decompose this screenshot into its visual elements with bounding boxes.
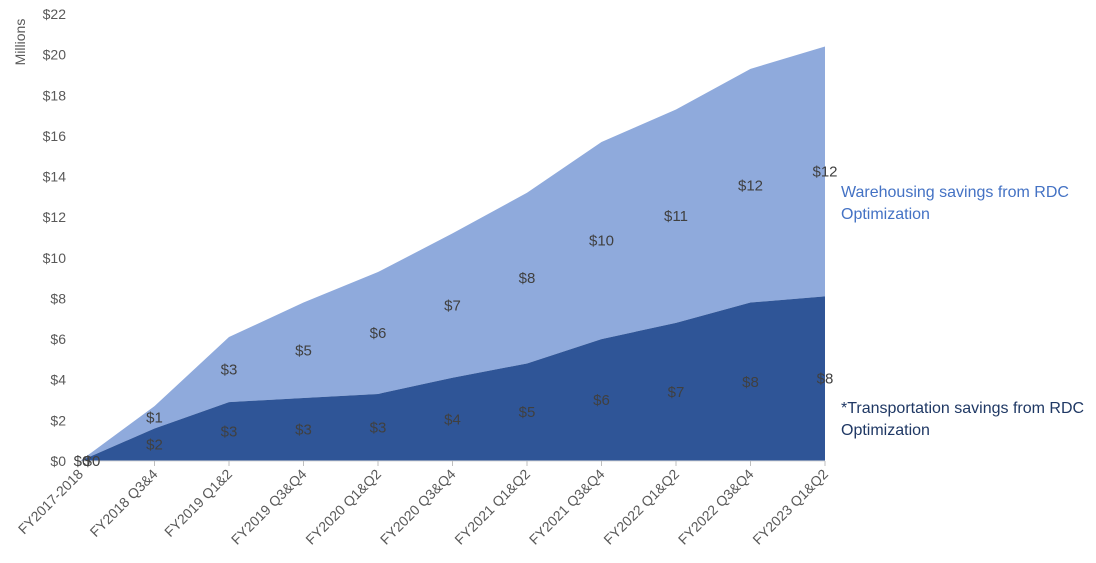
x-tick-label: FY2019 Q3&Q4 [228,466,310,548]
data-label-transportation: $8 [742,374,759,391]
data-label-transportation: $4 [444,411,461,428]
y-tick-label: $8 [50,290,66,306]
data-labels: $0 $2 $3 $3 $3 $4 $5 $6 $7 $8 $8 $0 $1 $3 $5 $6 $7 $8 $10 $… [74,163,838,470]
data-label-transportation: $6 [593,392,610,409]
data-label-transportation: $2 [146,437,163,454]
y-tick-label: $22 [43,6,67,22]
x-tick-label: FY2023 Q1&Q2 [749,466,831,548]
area-layer [80,46,825,461]
x-tick-label: FY2022 Q3&Q4 [675,466,757,548]
data-label-transportation: $0 [84,453,101,470]
x-tick-label: FY2021 Q3&Q4 [526,466,608,548]
data-label-warehousing: $10 [589,233,614,250]
data-label-warehousing: $8 [519,270,536,287]
data-label-transportation: $3 [370,419,387,436]
y-axis-title: Millions [12,19,28,66]
y-tick-label: $12 [43,209,67,225]
y-tick-label: $16 [43,128,67,144]
x-tick-label: FY2021 Q1&Q2 [451,466,533,548]
data-label-warehousing: $0 [74,453,91,470]
y-tick-label: $6 [50,331,66,347]
legend-warehousing: Warehousing savings from RDC Optimizatio… [841,184,1069,223]
x-axis: FY2017-2018 FY2018 Q3&4 FY2019 Q1&2FY2019 … [15,460,831,548]
data-label-warehousing: $1 [146,409,163,426]
y-tick-label: $10 [43,250,67,266]
x-tick-label: FY2019 Q1&2 [161,466,235,540]
data-label-transportation: $7 [668,384,685,401]
data-label-warehousing: $3 [221,362,238,379]
y-axis: $0 $2 $4 $6 $8 $10 $12 $14 $16 $18 $20 $22 [43,6,67,469]
data-label-transportation: $8 [817,371,834,388]
data-label-warehousing: $6 [370,325,387,342]
data-label-warehousing: $7 [444,298,461,315]
y-tick-label: $20 [43,47,67,63]
data-label-warehousing: $12 [738,178,763,195]
x-tick-label: FY2020 Q3&Q4 [377,466,459,548]
y-tick-label: $14 [43,169,67,185]
x-tick-label: FY2022 Q1&Q2 [600,466,682,548]
legend-transportation: *Transportation savings from RDC Optimiz… [841,400,1085,439]
x-tick-label: FY2017-2018 [15,466,86,537]
y-tick-label: $0 [50,453,66,469]
data-label-transportation: $3 [295,422,312,439]
x-tick-label: FY2020 Q1&Q2 [302,466,384,548]
y-tick-label: $2 [50,412,66,428]
area-transportation [80,296,825,461]
y-tick-label: $18 [43,87,67,103]
data-label-transportation: $5 [519,404,536,421]
data-label-warehousing: $5 [295,342,312,359]
area-warehousing [80,46,825,461]
y-tick-label: $4 [50,372,66,388]
data-label-transportation: $3 [221,424,238,441]
data-label-warehousing: $11 [664,208,688,225]
data-label-warehousing: $12 [812,163,837,180]
x-tick-label: FY2018 Q3&4 [87,466,161,540]
